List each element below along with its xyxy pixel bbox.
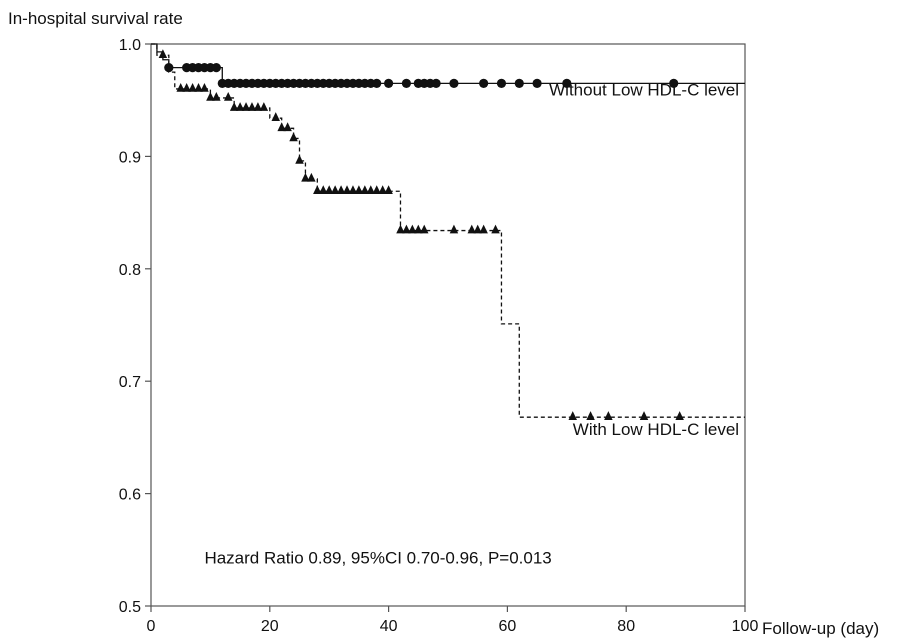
censor-mark-triangle — [289, 132, 298, 142]
censor-mark-triangle — [354, 185, 364, 195]
y-axis-title: In-hospital survival rate — [8, 9, 183, 28]
x-tick-label: 100 — [732, 618, 759, 635]
censor-mark-triangle — [604, 411, 613, 420]
censor-markers — [158, 49, 684, 420]
censor-mark-triangle — [414, 224, 423, 234]
censor-mark-triangle — [408, 224, 417, 234]
y-tick-label: 0.6 — [119, 487, 141, 504]
series-with-low-hdl-line — [151, 43, 745, 418]
censor-mark-triangle — [319, 185, 328, 195]
censor-mark-triangle — [419, 224, 429, 234]
censor-mark-triangle — [479, 224, 488, 234]
censor-mark-triangle — [188, 82, 197, 92]
censor-mark-triangle — [568, 411, 577, 420]
censor-mark-triangle — [491, 224, 500, 234]
censor-mark-triangle — [307, 172, 316, 182]
censor-mark-triangle — [301, 172, 310, 182]
x-tick-label: 20 — [261, 618, 279, 635]
censor-mark-triangle — [449, 224, 459, 234]
censor-mark-triangle — [378, 185, 387, 195]
censor-mark-circle — [401, 78, 412, 88]
censor-mark-circle — [431, 78, 441, 88]
y-tick-label: 0.5 — [119, 599, 141, 616]
censor-mark-triangle — [241, 102, 251, 111]
censor-mark-triangle — [639, 411, 649, 420]
censor-mark-circle — [384, 78, 394, 88]
censor-mark-triangle — [675, 411, 684, 420]
censor-mark-triangle — [336, 185, 346, 195]
censor-mark-triangle — [194, 82, 203, 92]
censor-mark-triangle — [295, 154, 304, 164]
censor-mark-triangle — [360, 185, 370, 195]
x-axis: 0 20 40 60 80 100 — [147, 606, 759, 635]
y-tick-label: 0.9 — [119, 149, 141, 166]
x-tick-label: 0 — [147, 618, 156, 635]
censor-mark-triangle — [223, 91, 233, 101]
censor-mark-triangle — [324, 185, 334, 195]
censor-mark-circle — [514, 78, 524, 88]
censor-mark-circle — [562, 78, 572, 88]
censor-mark-triangle — [212, 91, 221, 101]
censor-mark-triangle — [342, 185, 352, 195]
censor-mark-triangle — [396, 224, 405, 234]
censor-mark-triangle — [182, 82, 191, 92]
y-tick-label: 1.0 — [119, 37, 141, 54]
y-axis: 0.5 0.6 0.7 0.8 0.9 1.0 — [119, 37, 151, 616]
censor-mark-triangle — [235, 102, 245, 111]
annotations: Without Low HDL-C level With Low HDL-C le… — [204, 81, 739, 568]
censor-mark-triangle — [586, 411, 595, 420]
hazard-ratio-note: Hazard Ratio 0.89, 95%CI 0.70-0.96, P=0.… — [204, 548, 551, 567]
x-axis-title: Follow-up (day) — [762, 619, 879, 638]
plot-frame — [150, 43, 746, 607]
censor-mark-triangle — [473, 224, 482, 234]
x-tick-label: 80 — [617, 618, 635, 635]
censor-mark-triangle — [277, 122, 286, 132]
censor-mark-triangle — [206, 91, 215, 101]
censor-mark-triangle — [283, 122, 292, 132]
censor-mark-triangle — [247, 102, 257, 111]
censor-mark-triangle — [253, 102, 263, 111]
series-without-low-hdl-line — [151, 43, 745, 84]
censor-mark-triangle — [313, 185, 322, 195]
censor-mark-circle — [669, 78, 679, 88]
censor-mark-circle — [449, 78, 459, 88]
censor-mark-circle — [211, 63, 221, 73]
survival-curves — [151, 43, 745, 418]
censor-mark-triangle — [158, 49, 168, 59]
censor-mark-circle — [496, 78, 507, 88]
censor-mark-circle — [532, 78, 542, 88]
censor-mark-triangle — [200, 82, 209, 92]
censor-mark-triangle — [467, 224, 477, 234]
censor-mark-triangle — [384, 185, 393, 195]
label-with-low-hdl: With Low HDL-C level — [573, 420, 739, 439]
x-tick-label: 60 — [499, 618, 517, 635]
censor-mark-triangle — [176, 82, 185, 92]
censor-mark-triangle — [259, 102, 269, 111]
censor-mark-triangle — [229, 102, 239, 111]
censor-mark-circle — [164, 63, 174, 73]
x-tick-label: 40 — [380, 618, 398, 635]
censor-mark-triangle — [330, 185, 340, 195]
censor-mark-triangle — [271, 112, 280, 121]
censor-mark-triangle — [348, 185, 358, 195]
censor-mark-triangle — [372, 185, 381, 195]
censor-mark-circle — [372, 78, 382, 88]
y-tick-label: 0.8 — [119, 262, 141, 279]
label-without-low-hdl: Without Low HDL-C level — [549, 81, 739, 100]
censor-mark-circle — [479, 78, 489, 88]
censor-mark-triangle — [402, 224, 411, 234]
y-tick-label: 0.7 — [119, 374, 141, 391]
censor-mark-triangle — [366, 185, 376, 195]
